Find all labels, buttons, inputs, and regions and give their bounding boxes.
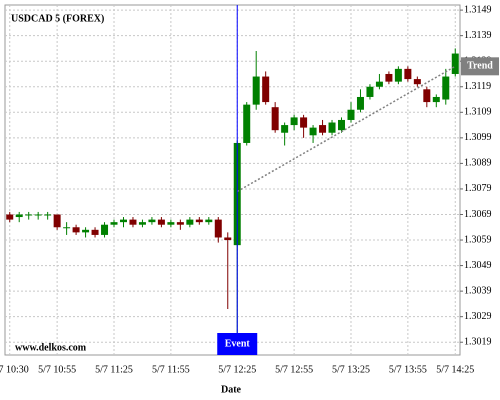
- candle-body: [224, 237, 232, 241]
- x-tick-label: 5/7 12:55: [275, 364, 313, 375]
- candle-body: [442, 76, 450, 100]
- y-tick-label: 1.3099: [464, 132, 492, 143]
- candle-body: [63, 227, 71, 229]
- candle-body: [205, 219, 213, 223]
- x-tick-label: 5/7 10:55: [38, 364, 76, 375]
- candle-body: [44, 214, 52, 216]
- candle-body: [91, 229, 99, 235]
- candle-body: [15, 214, 23, 218]
- y-tick-label: 1.3149: [464, 4, 492, 15]
- candle-body: [328, 122, 336, 133]
- candle-body: [186, 219, 194, 225]
- candle-body: [413, 79, 421, 85]
- candle-body: [366, 86, 374, 97]
- y-tick-label: 1.3109: [464, 107, 492, 118]
- x-axis-title: Date: [221, 384, 242, 395]
- chart-title: USDCAD 5 (FOREX): [11, 13, 104, 24]
- y-tick-label: 1.3029: [464, 311, 492, 322]
- y-tick-label: 1.3069: [464, 209, 492, 220]
- candle-body: [34, 214, 42, 216]
- candle-body: [243, 104, 251, 143]
- candle-body: [356, 96, 364, 110]
- candle-body: [82, 229, 90, 233]
- candle-body: [347, 109, 355, 120]
- x-tick-label: 5/7 11:55: [152, 364, 190, 375]
- candle-body: [375, 81, 383, 87]
- candle-body: [101, 224, 109, 235]
- candle-body: [404, 68, 412, 80]
- y-tick-label: 1.3089: [464, 158, 492, 169]
- candle-body: [309, 127, 317, 136]
- candle-body: [157, 219, 165, 225]
- candle-body: [176, 222, 184, 225]
- y-tick-label: 1.3139: [464, 30, 492, 41]
- watermark: www.delkos.com: [15, 342, 87, 353]
- event-label: Event: [225, 338, 251, 349]
- candle-body: [300, 117, 308, 128]
- candle-body: [338, 119, 346, 131]
- y-tick-label: 1.3119: [464, 81, 491, 92]
- candle-body: [252, 76, 260, 105]
- x-tick-label: 5/7 14:25: [436, 364, 474, 375]
- x-tick-label: 5/7 12:25: [218, 364, 256, 375]
- candle-body: [290, 117, 298, 126]
- candle-body: [281, 125, 289, 133]
- candle-body: [262, 76, 270, 103]
- candle-body: [214, 219, 222, 238]
- trend-label: Trend: [467, 61, 493, 72]
- y-tick-label: 1.3059: [464, 234, 492, 245]
- candle-body: [423, 89, 431, 103]
- y-tick-label: 1.3079: [464, 183, 492, 194]
- y-tick-label: 1.3039: [464, 285, 492, 296]
- candle-body: [148, 219, 156, 223]
- event-label-box: [217, 333, 258, 355]
- candle-body: [25, 214, 33, 216]
- candle-body: [385, 73, 393, 82]
- candle-body: [432, 96, 440, 103]
- candle-body: [271, 107, 279, 131]
- candle-body: [451, 53, 459, 74]
- candle-body: [6, 214, 14, 220]
- candle-body: [110, 222, 118, 225]
- candle-body: [167, 222, 175, 225]
- candle-body: [53, 214, 61, 228]
- candle-body: [119, 219, 127, 223]
- plot-frame: [4, 4, 461, 356]
- candle-body: [319, 125, 327, 133]
- candle-body: [138, 222, 146, 225]
- x-tick-label: 5/7 13:55: [389, 364, 427, 375]
- candle-body: [195, 219, 203, 223]
- candle-body: [72, 227, 80, 233]
- y-tick-label: 1.3019: [464, 337, 492, 348]
- trend-line: [236, 65, 456, 193]
- x-tick-label: 5/7 13:25: [332, 364, 370, 375]
- x-tick-label: 5/7 11:25: [95, 364, 133, 375]
- y-tick-label: 1.3049: [464, 260, 492, 271]
- candle-body: [129, 219, 137, 225]
- x-tick-label: 5/7 10:30: [0, 364, 29, 375]
- candle-body: [394, 68, 402, 82]
- trend-label-box: [461, 57, 499, 76]
